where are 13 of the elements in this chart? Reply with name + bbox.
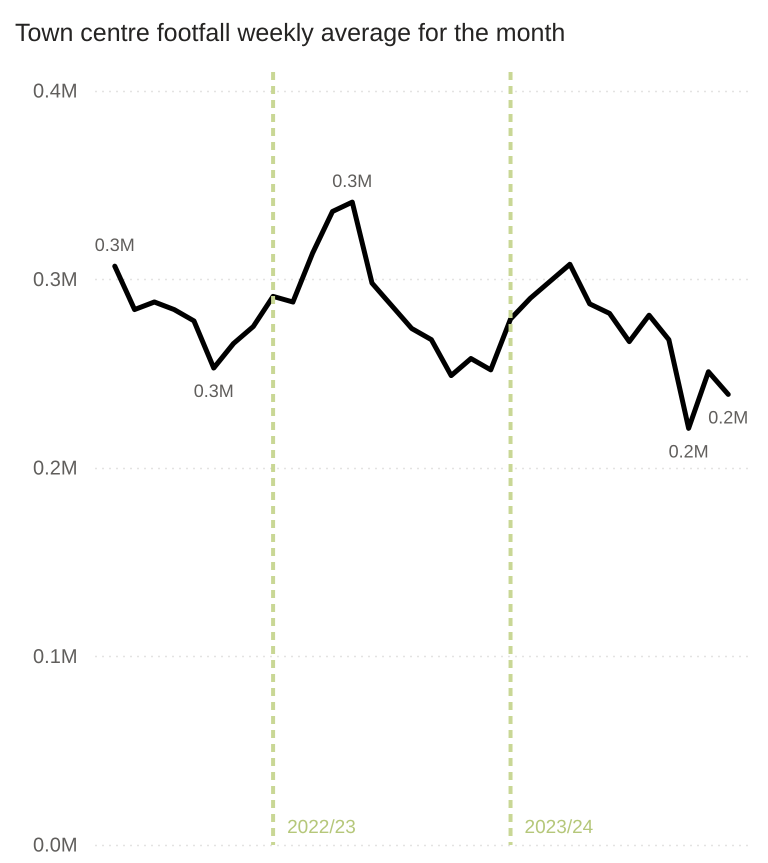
y-tick-label: 0.4M — [33, 80, 78, 102]
y-tick-label: 0.1M — [33, 646, 78, 668]
y-tick-label: 0.0M — [33, 834, 78, 856]
data-label: 0.2M — [708, 407, 748, 428]
y-tick-label: 0.2M — [33, 457, 78, 480]
chart-title: Town centre footfall weekly average for the month — [15, 19, 566, 47]
data-label: 0.2M — [668, 441, 709, 462]
annotation: 2023/24 — [524, 817, 594, 838]
y-tick-label: 0.3M — [33, 268, 78, 291]
data-label: 0.3M — [332, 171, 372, 192]
data-label: 0.3M — [94, 235, 135, 256]
annotation: 2022/23 — [287, 817, 356, 838]
data-label: 0.3M — [194, 381, 234, 401]
